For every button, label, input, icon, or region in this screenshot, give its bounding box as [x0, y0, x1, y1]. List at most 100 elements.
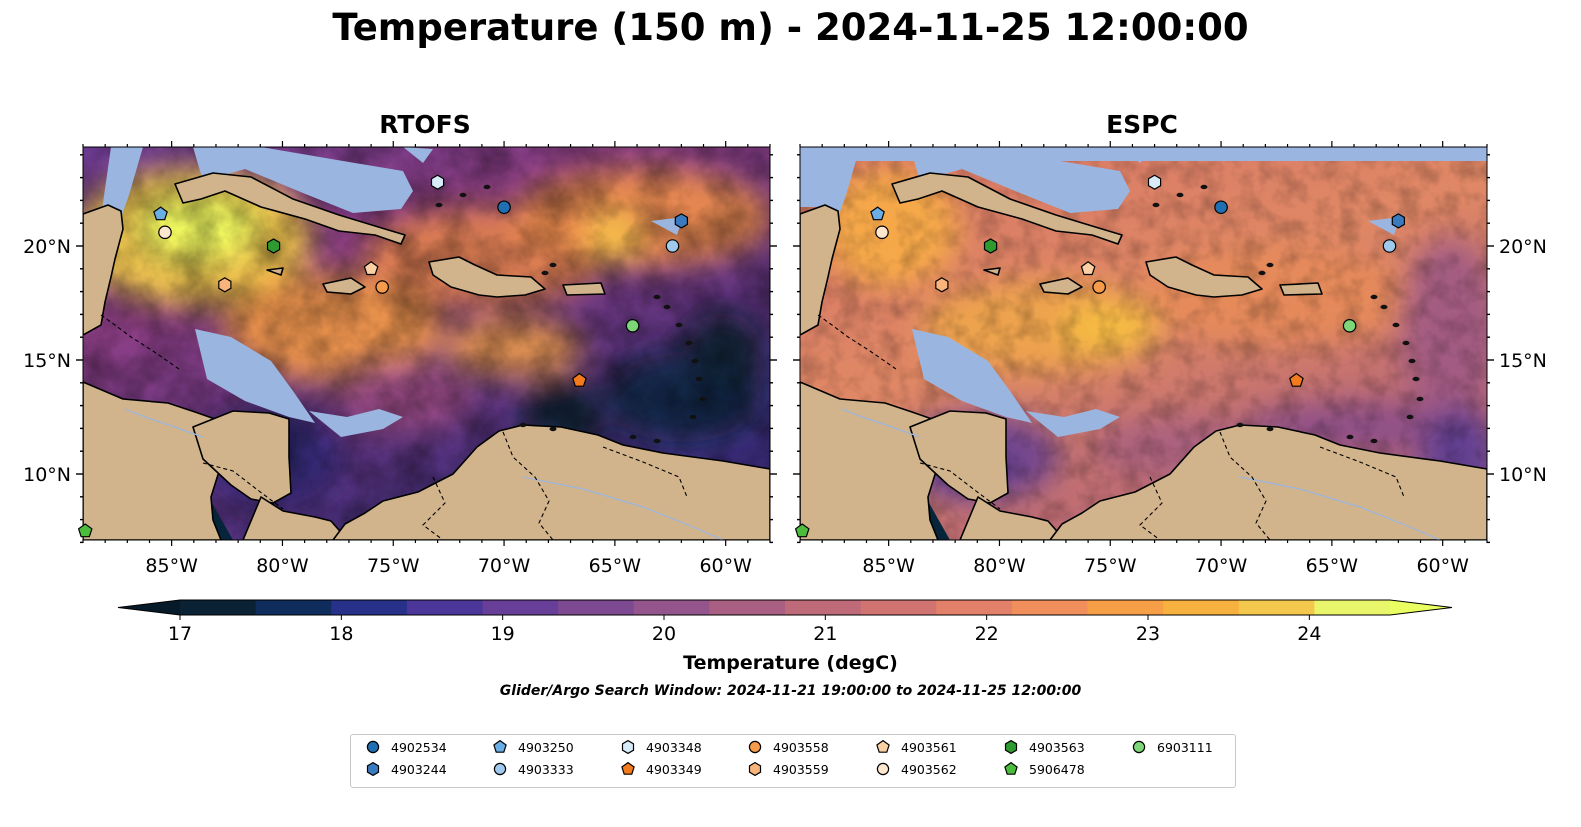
rtofs-float-marker-4903348	[430, 174, 445, 190]
colorbar-label: Temperature (degC)	[683, 652, 898, 674]
lon-label: 60°W	[699, 555, 752, 577]
colorbar-bin	[1087, 600, 1164, 615]
legend-item-6903111: 6903111	[1131, 738, 1213, 756]
colorbar-tick-label: 17	[168, 623, 192, 645]
legend-marker-4902534	[366, 740, 380, 754]
legend-item-4903559: 4903559	[747, 760, 829, 778]
colorbar-bin	[1163, 600, 1240, 615]
legend-item-4903349: 4903349	[620, 760, 702, 778]
colorbar-bin	[860, 600, 937, 615]
legend-label: 5906478	[1029, 761, 1085, 777]
legend-item-5906478: 5906478	[1003, 760, 1085, 778]
legend-label: 4903562	[901, 761, 957, 777]
espc-map-panel: 85°W 80°W 75°W 70°W 65°W 60°W 20°N 15°N 10°N	[793, 141, 1547, 577]
rtofs-float-marker-4903563	[266, 238, 281, 254]
rtofs-float-marker-5906478	[77, 523, 93, 538]
rtofs-float-marker-6903111	[625, 318, 640, 333]
legend-label: 4902534	[391, 739, 447, 755]
rtofs-float-marker-4903349	[572, 372, 587, 387]
panel-title-rtofs: RTOFS	[379, 110, 471, 139]
lon-label: 70°W	[1195, 555, 1248, 577]
colorbar-bin	[255, 600, 332, 615]
colorbar-bin	[558, 600, 635, 615]
colorbar-bin	[1314, 600, 1391, 615]
search-window-note: Glider/Argo Search Window: 2024-11-21 19…	[499, 683, 1082, 699]
colorbar-over-arrow	[1390, 600, 1452, 615]
legend-label: 4903349	[646, 761, 702, 777]
lat-label: 15°N	[1499, 350, 1547, 372]
legend-marker-4903561	[876, 739, 890, 753]
lon-label: 85°W	[862, 555, 915, 577]
colorbar-bin	[406, 600, 483, 615]
lon-label: 60°W	[1416, 555, 1469, 577]
float-legend: 4902534 4903244 4903250 4903333 4903348 49033…	[350, 734, 1236, 788]
espc-float-marker-4903348	[1147, 174, 1162, 190]
legend-item-4903563: 4903563	[1003, 738, 1085, 756]
legend-marker-6903111	[1132, 740, 1146, 754]
lat-label: 10°N	[23, 464, 71, 486]
colorbar-tick-label: 24	[1297, 623, 1321, 645]
legend-label: 4903244	[391, 761, 447, 777]
lat-label: 20°N	[1499, 236, 1547, 258]
legend-marker-shape	[748, 740, 762, 754]
legend-label: 4903333	[518, 761, 574, 777]
colorbar-tick-label: 18	[329, 623, 353, 645]
lon-label: 80°W	[256, 555, 309, 577]
colorbar-bin	[331, 600, 408, 615]
rtofs-float-marker-4902534	[497, 200, 511, 215]
panel-title-espc: ESPC	[1106, 110, 1178, 139]
rtofs-float-marker-4903250	[153, 206, 168, 221]
colorbar-bin	[709, 600, 786, 615]
legend-marker-shape	[621, 739, 635, 755]
legend-label: 4903559	[773, 761, 829, 777]
legend-marker-shape	[1132, 740, 1146, 754]
colorbar-bin	[633, 600, 710, 615]
legend-label: 4903561	[901, 739, 957, 755]
espc-float-marker-4903563	[983, 238, 998, 254]
espc-float-marker-5906478	[794, 523, 810, 538]
colorbar-bin	[1011, 600, 1088, 615]
legend-marker-5906478	[1004, 761, 1018, 775]
lat-label: 10°N	[1499, 464, 1547, 486]
rtofs-float-marker-4903562	[158, 225, 172, 240]
legend-label: 4903250	[518, 739, 574, 755]
legend-label: 4903558	[773, 739, 829, 755]
espc-float-marker-4903562	[875, 225, 889, 240]
legend-marker-shape	[621, 761, 635, 775]
lon-label: 65°W	[589, 555, 642, 577]
colorbar-tick-label: 22	[975, 623, 999, 645]
legend-marker-4903348	[621, 739, 635, 755]
legend-marker-4903244	[366, 761, 380, 777]
rtofs-float-marker-4903333	[665, 239, 680, 253]
espc-float-marker-4903244	[1391, 213, 1406, 229]
lat-label: 15°N	[23, 350, 71, 372]
legend-marker-4903349	[621, 761, 635, 775]
legend-marker-4903250	[493, 739, 507, 753]
espc-float-marker-4903559	[935, 277, 949, 293]
legend-item-4903562: 4903562	[875, 760, 957, 778]
legend-item-4903244: 4903244	[365, 760, 447, 778]
colorbar-under-arrow	[118, 600, 180, 615]
lon-label: 75°W	[367, 555, 420, 577]
colorbar-bin	[936, 600, 1013, 615]
lon-label: 75°W	[1084, 555, 1137, 577]
legend-marker-shape	[876, 762, 890, 776]
legend-item-4903348: 4903348	[620, 738, 702, 756]
espc-float-marker-4903250	[870, 206, 885, 221]
lon-label: 80°W	[973, 555, 1026, 577]
legend-label: 6903111	[1157, 739, 1213, 755]
legend-item-4903558: 4903558	[747, 738, 829, 756]
lon-label: 85°W	[145, 555, 198, 577]
legend-marker-4903563	[1004, 739, 1018, 755]
legend-marker-shape	[493, 762, 507, 776]
lon-label: 65°W	[1306, 555, 1359, 577]
legend-marker-4903562	[876, 762, 890, 776]
colorbar-tick-label: 23	[1136, 623, 1160, 645]
legend-marker-4903559	[748, 761, 762, 777]
legend-marker-4903333	[493, 762, 507, 776]
espc-float-marker-4903558	[1092, 280, 1106, 294]
colorbar: 17 18 19 20 21 22 23 24	[117, 599, 1453, 645]
colorbar-bin	[482, 600, 559, 615]
espc-float-marker-4903349	[1289, 372, 1304, 387]
legend-item-4902534: 4902534	[365, 738, 447, 756]
